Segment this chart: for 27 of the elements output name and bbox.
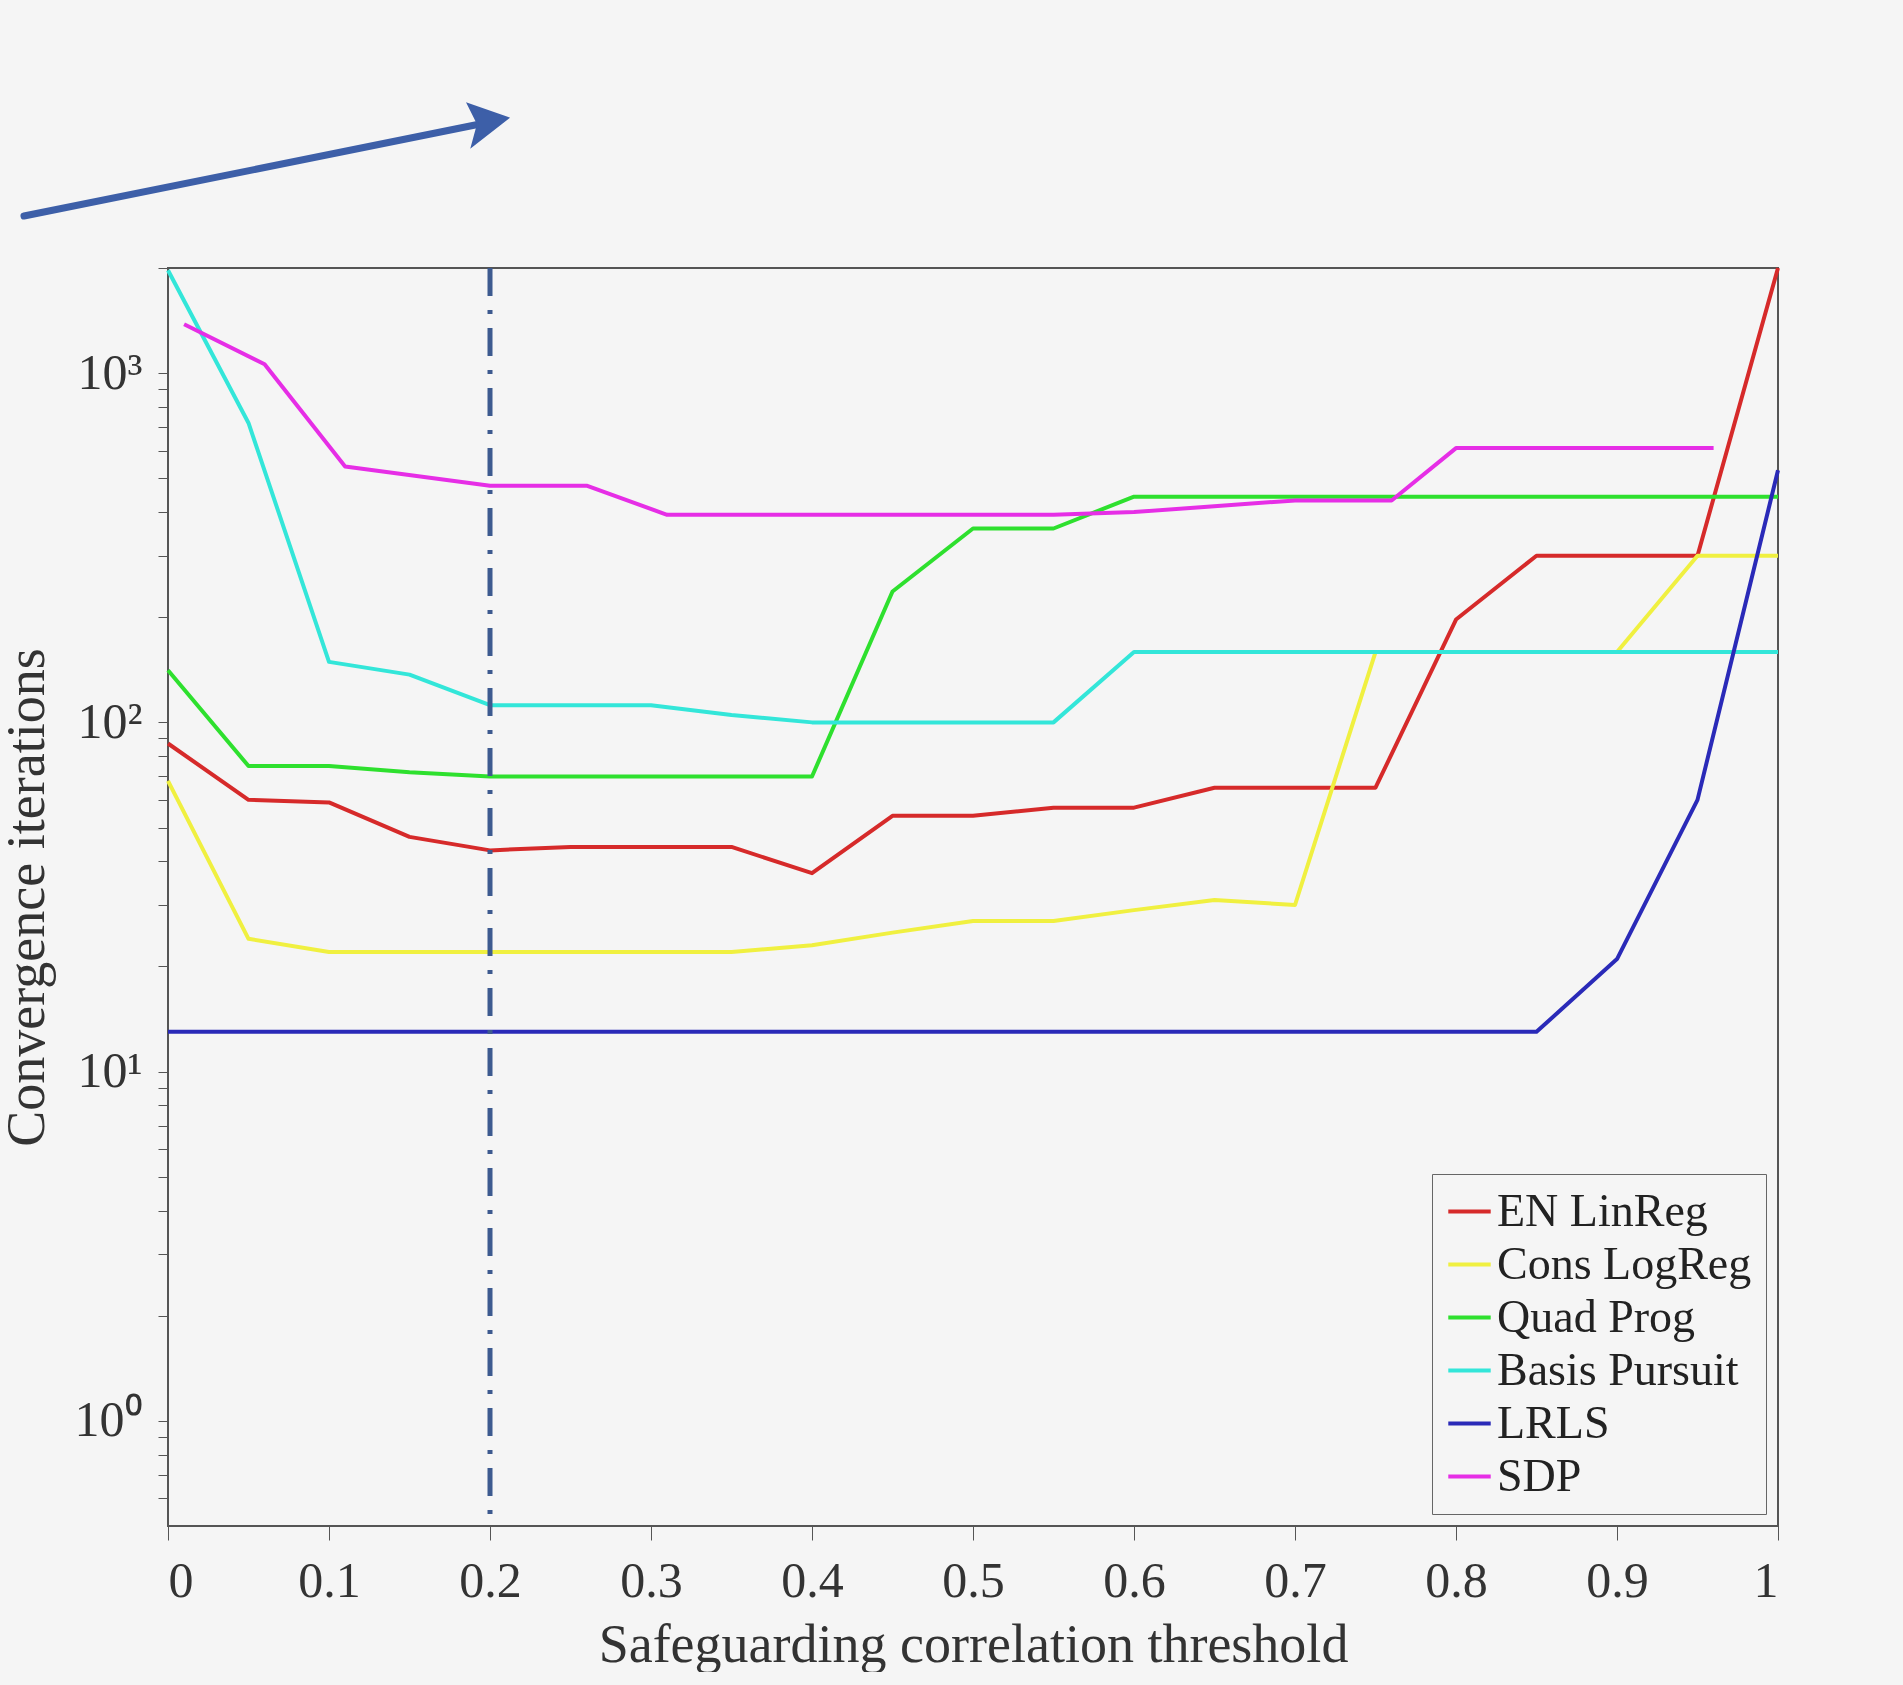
x-tick-label: 0.6 (1103, 1551, 1166, 1608)
legend-label: SDP (1497, 1449, 1582, 1501)
x-tick-label: 0.2 (459, 1551, 522, 1608)
legend-label: EN LinReg (1497, 1184, 1708, 1236)
x-tick-label: 0.4 (781, 1551, 844, 1608)
x-tick-label: 0.8 (1425, 1551, 1488, 1608)
legend-label: LRLS (1497, 1396, 1610, 1448)
legend-label: Quad Prog (1497, 1290, 1696, 1342)
x-tick-label: 0.9 (1586, 1551, 1649, 1608)
x-tick-label: 0.7 (1264, 1551, 1327, 1608)
y-tick-label: 10¹ (77, 1042, 143, 1099)
line-series (166, 494, 1780, 779)
legend-label: Cons LogReg (1497, 1237, 1752, 1289)
y-tick-label: 10³ (77, 343, 143, 400)
y-tick-label: 10² (77, 692, 143, 749)
line-series (166, 468, 1780, 1034)
x-tick-label: 1 (1753, 1551, 1779, 1608)
y-axis-title: Convergence iterations (0, 648, 56, 1147)
x-tick-label: 0 (168, 1551, 194, 1608)
line-series (166, 268, 1780, 725)
x-tick-label: 0.1 (298, 1551, 361, 1608)
x-tick-label: 0.3 (620, 1551, 683, 1608)
line-series (182, 322, 1716, 517)
line-series (166, 266, 1780, 876)
x-tick-label: 0.5 (942, 1551, 1005, 1608)
legend-label: Basis Pursuit (1497, 1343, 1739, 1395)
y-tick-label: 10⁰ (74, 1391, 143, 1448)
